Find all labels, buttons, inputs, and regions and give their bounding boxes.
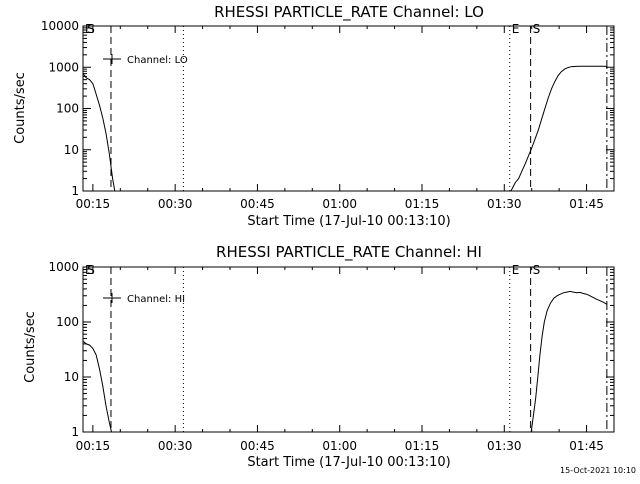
hi-x-tick-label: 01:30 [487, 439, 522, 453]
lo-series-line [510, 65, 607, 192]
lo-marker-label: S [87, 22, 95, 36]
hi-marker-label: E [512, 263, 520, 277]
hi-series-line [82, 340, 112, 433]
lo-x-axis-label: Start Time (17-Jul-10 00:13:10) [247, 214, 450, 229]
lo-marker-label: S [533, 22, 541, 36]
hi-x-tick-label: 01:00 [322, 439, 357, 453]
lo-x-tick-label: 01:00 [322, 197, 357, 211]
lo-legend-label: Channel: LO [127, 55, 188, 66]
hi-x-tick-label: 01:15 [405, 439, 440, 453]
hi-x-tick-label: 00:45 [240, 439, 275, 453]
lo-y-tick-label: 1000 [48, 60, 79, 74]
lo-marker-label: E [512, 22, 520, 36]
lo-y-tick-label: 100 [56, 102, 79, 116]
lo-y-tick-label: 1 [71, 184, 79, 198]
timestamp-footer: 15-Oct-2021 10:10 [560, 466, 636, 475]
hi-y-tick-label: 1000 [48, 260, 79, 274]
lo-x-tick-label: 01:15 [405, 197, 440, 211]
lo-series-line [82, 73, 116, 192]
hi-marker-label: S [87, 263, 95, 277]
lo-plot-frame [82, 25, 615, 192]
hi-channel-panel: RHESSI PARTICLE_RATE Channel: HI Start T… [23, 243, 615, 470]
hi-marker-label: S [533, 263, 541, 277]
lo-x-tick-label: 00:45 [240, 197, 275, 211]
lo-x-tick-label: 01:45 [569, 197, 604, 211]
hi-x-axis-label: Start Time (17-Jul-10 00:13:10) [247, 455, 450, 470]
hi-x-tick-label: 01:45 [569, 439, 604, 453]
lo-y-axis-label: Counts/sec [13, 72, 28, 144]
hi-chart-title: RHESSI PARTICLE_RATE Channel: HI [216, 243, 482, 262]
lo-x-tick-label: 00:15 [76, 197, 111, 211]
lo-channel-panel: RHESSI PARTICLE_RATE Channel: LO Start T… [13, 3, 615, 229]
hi-y-tick-label: 10 [64, 370, 79, 384]
hi-y-tick-label: 1 [71, 425, 79, 439]
lo-y-tick-label: 10 [64, 143, 79, 157]
lo-marker-label: E [85, 22, 93, 36]
hi-x-tick-label: 00:15 [76, 439, 111, 453]
hi-x-tick-label: 00:30 [158, 439, 193, 453]
lo-x-tick-label: 00:30 [158, 197, 193, 211]
hi-y-axis-label: Counts/sec [23, 311, 38, 383]
hi-legend-label: Channel: HI [127, 294, 185, 305]
hi-marker-label: E [85, 263, 93, 277]
lo-y-tick-label: 10000 [41, 19, 79, 33]
hi-y-tick-label: 100 [56, 315, 79, 329]
hi-plot-frame [82, 266, 615, 433]
lo-chart-title: RHESSI PARTICLE_RATE Channel: LO [214, 3, 484, 22]
lo-x-tick-label: 01:30 [487, 197, 522, 211]
hi-series-line [530, 290, 608, 433]
